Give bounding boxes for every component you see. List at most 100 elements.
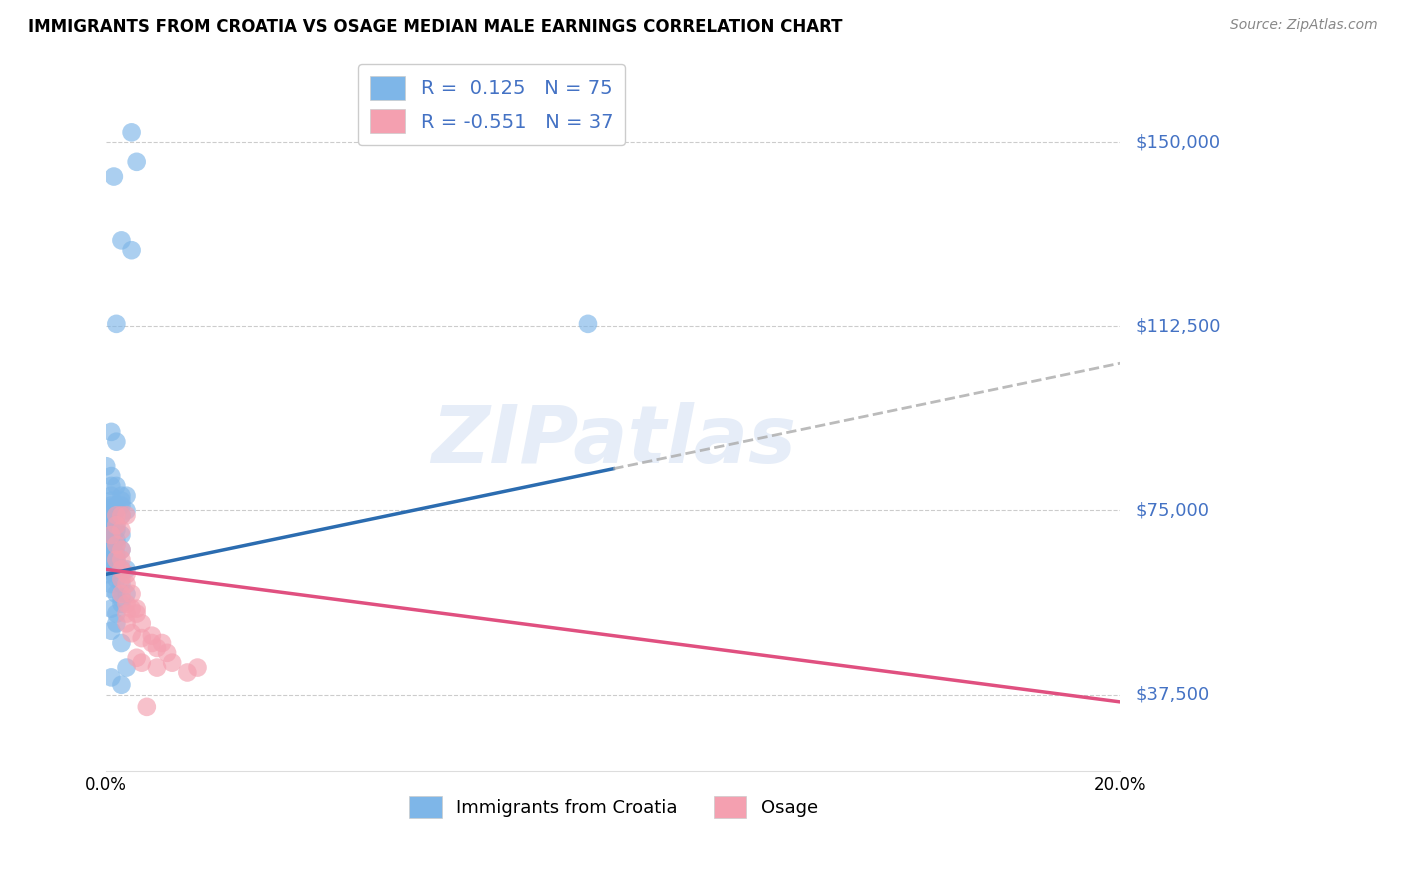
Point [115, 607, 138, 621]
Point [100, 670, 122, 684]
Point [100, 542, 122, 557]
Point [100, 562, 122, 576]
Point [110, 542, 132, 557]
Point [141, 636, 163, 650]
Point [96, 528, 118, 542]
Point [110, 577, 132, 591]
Point [131, 656, 153, 670]
Point [110, 493, 132, 508]
Point [100, 528, 122, 542]
Point [105, 518, 128, 533]
Point [186, 660, 208, 674]
Point [125, 607, 148, 621]
Point [115, 587, 138, 601]
Point [100, 493, 122, 508]
Legend: Immigrants from Croatia, Osage: Immigrants from Croatia, Osage [402, 789, 825, 825]
Point [110, 591, 132, 606]
Point [100, 601, 122, 615]
Point [96, 459, 118, 474]
Point [100, 577, 122, 591]
Point [100, 558, 122, 572]
Point [105, 518, 128, 533]
Point [105, 616, 128, 631]
Point [110, 523, 132, 537]
Point [100, 582, 122, 596]
Point [100, 550, 122, 565]
Point [146, 640, 169, 655]
Point [125, 601, 148, 615]
Point [100, 538, 122, 552]
Point [105, 523, 128, 537]
Point [110, 562, 132, 576]
Text: IMMIGRANTS FROM CROATIA VS OSAGE MEDIAN MALE EARNINGS CORRELATION CHART: IMMIGRANTS FROM CROATIA VS OSAGE MEDIAN … [28, 18, 842, 36]
Point [100, 513, 122, 527]
Point [110, 508, 132, 523]
Point [100, 479, 122, 493]
Point [135, 699, 157, 714]
Point [105, 558, 128, 572]
Point [100, 516, 122, 530]
Point [121, 626, 143, 640]
Point [150, 636, 173, 650]
Point [100, 425, 122, 439]
Point [96, 523, 118, 537]
Point [110, 528, 132, 542]
Point [110, 562, 132, 576]
Point [96, 562, 118, 576]
Point [125, 650, 148, 665]
Point [115, 508, 138, 523]
Text: $75,000: $75,000 [1136, 501, 1209, 519]
Point [110, 636, 132, 650]
Point [121, 601, 143, 615]
Point [121, 125, 143, 139]
Point [100, 548, 122, 562]
Point [105, 479, 128, 493]
Point [100, 508, 122, 523]
Point [121, 587, 143, 601]
Point [115, 562, 138, 576]
Point [100, 489, 122, 503]
Point [110, 233, 132, 247]
Point [156, 646, 179, 660]
Point [110, 597, 132, 611]
Point [96, 558, 118, 572]
Point [96, 518, 118, 533]
Text: $150,000: $150,000 [1136, 133, 1220, 151]
Point [103, 169, 125, 184]
Point [105, 533, 128, 547]
Point [110, 508, 132, 523]
Point [100, 469, 122, 483]
Point [115, 577, 138, 591]
Point [176, 665, 198, 680]
Point [105, 538, 128, 552]
Point [105, 434, 128, 449]
Point [131, 616, 153, 631]
Point [96, 548, 118, 562]
Text: $37,500: $37,500 [1136, 686, 1211, 704]
Point [125, 154, 148, 169]
Point [96, 567, 118, 582]
Point [96, 513, 118, 527]
Point [105, 503, 128, 517]
Point [110, 489, 132, 503]
Point [100, 521, 122, 535]
Point [110, 542, 132, 557]
Point [115, 660, 138, 674]
Point [100, 528, 122, 542]
Point [121, 243, 143, 257]
Point [105, 572, 128, 586]
Point [100, 500, 122, 515]
Point [105, 508, 128, 523]
Point [131, 631, 153, 645]
Point [100, 499, 122, 513]
Point [160, 656, 183, 670]
Point [96, 508, 118, 523]
Point [115, 489, 138, 503]
Point [105, 548, 128, 562]
Point [105, 552, 128, 566]
Point [105, 538, 128, 552]
Point [105, 552, 128, 566]
Point [110, 499, 132, 513]
Point [105, 607, 128, 621]
Point [115, 597, 138, 611]
